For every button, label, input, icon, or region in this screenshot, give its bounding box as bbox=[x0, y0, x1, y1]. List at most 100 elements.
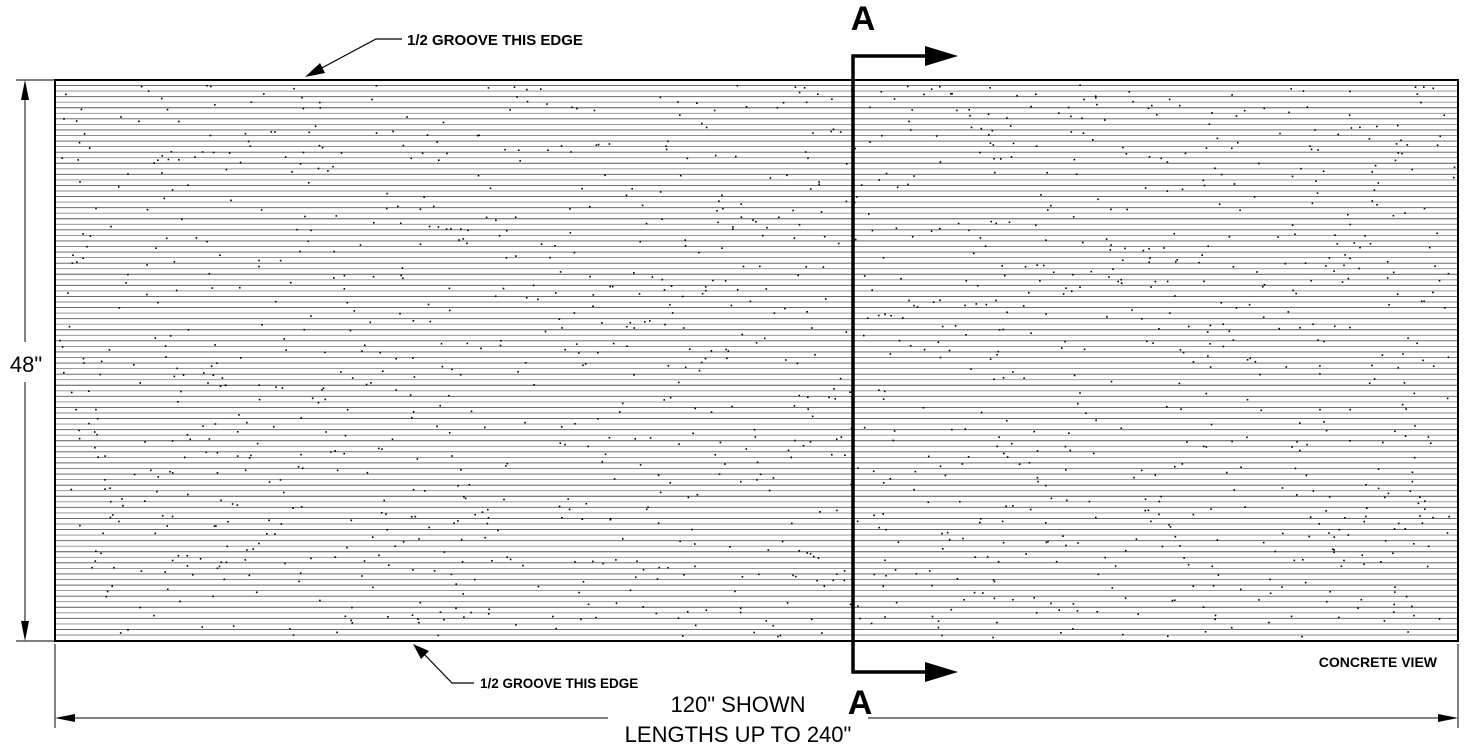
stipple-dot bbox=[157, 476, 160, 478]
stipple-dot bbox=[659, 96, 662, 99]
stipple-dot bbox=[941, 634, 943, 637]
stipple-dot bbox=[885, 574, 887, 577]
stipple-dot bbox=[569, 208, 571, 210]
stipple-dot bbox=[791, 522, 793, 525]
stipple-dot bbox=[1393, 603, 1395, 606]
stipple-dot bbox=[455, 607, 457, 610]
stipple-dot bbox=[282, 491, 285, 494]
stipple-dot bbox=[515, 624, 517, 626]
stipple-dot bbox=[937, 620, 940, 622]
stipple-dot bbox=[1365, 515, 1367, 518]
stipple-dot bbox=[1220, 173, 1223, 176]
stipple-dot bbox=[517, 149, 520, 151]
stipple-dot bbox=[602, 562, 604, 565]
stipple-dot bbox=[1122, 259, 1124, 262]
stipple-dot bbox=[509, 558, 512, 561]
stipple-dot bbox=[913, 488, 915, 491]
stipple-dot bbox=[634, 438, 636, 440]
stipple-dot bbox=[186, 434, 189, 436]
stipple-dot bbox=[1316, 192, 1319, 194]
stipple-dot bbox=[505, 229, 508, 232]
stipple-dot bbox=[549, 256, 551, 259]
stipple-dot bbox=[71, 262, 74, 264]
stipple-dot bbox=[485, 216, 488, 219]
stipple-dot bbox=[258, 542, 260, 545]
stipple-dot bbox=[495, 219, 497, 222]
stipple-dot bbox=[1214, 167, 1216, 170]
stipple-dot bbox=[184, 456, 186, 459]
stipple-dot bbox=[980, 127, 983, 130]
stipple-dot bbox=[1025, 553, 1027, 555]
stipple-dot bbox=[319, 599, 321, 602]
stipple-dot bbox=[192, 574, 194, 576]
stipple-dot bbox=[845, 200, 848, 203]
stipple-dot bbox=[365, 383, 368, 386]
stipple-dot bbox=[797, 274, 799, 277]
stipple-dot bbox=[311, 397, 314, 400]
stipple-dot bbox=[372, 275, 375, 278]
stipple-dot bbox=[913, 304, 915, 307]
stipple-dot bbox=[1184, 152, 1187, 155]
stipple-dot bbox=[109, 516, 112, 519]
stipple-dot bbox=[1263, 107, 1265, 110]
stipple-dot bbox=[932, 301, 935, 303]
stipple-dot bbox=[1081, 241, 1084, 244]
stipple-dot bbox=[930, 230, 933, 232]
stipple-dot bbox=[878, 389, 880, 391]
stipple-dot bbox=[1294, 467, 1297, 470]
stipple-dot bbox=[1092, 452, 1095, 455]
stipple-dot bbox=[782, 101, 785, 104]
stipple-dot bbox=[651, 276, 654, 278]
stipple-dot bbox=[450, 573, 453, 576]
stipple-dot bbox=[1203, 184, 1206, 187]
stipple-dot bbox=[871, 229, 874, 232]
stipple-dot bbox=[794, 86, 797, 88]
stipple-dot bbox=[406, 116, 408, 118]
stipple-dot bbox=[1304, 581, 1307, 584]
stipple-dot bbox=[440, 342, 443, 345]
stipple-dot bbox=[1246, 436, 1248, 439]
stipple-dot bbox=[1144, 498, 1147, 501]
stipple-dot bbox=[448, 432, 451, 434]
stipple-dot bbox=[448, 394, 450, 397]
stipple-dot bbox=[638, 293, 641, 295]
stipple-dot bbox=[110, 500, 112, 503]
stipple-dot bbox=[552, 615, 554, 618]
stipple-dot bbox=[108, 349, 111, 351]
stipple-dot bbox=[633, 374, 635, 376]
stipple-dot bbox=[274, 300, 277, 303]
stipple-dot bbox=[230, 199, 232, 202]
stipple-dot bbox=[604, 453, 607, 456]
stipple-dot bbox=[1443, 114, 1446, 116]
stipple-dot bbox=[1092, 139, 1094, 141]
stipple-dot bbox=[1125, 153, 1128, 155]
stipple-dot bbox=[564, 443, 566, 446]
stipple-dot bbox=[843, 579, 846, 582]
stipple-dot bbox=[1149, 257, 1151, 259]
stipple-dot bbox=[467, 229, 469, 232]
stipple-dot bbox=[336, 631, 338, 634]
stipple-dot bbox=[786, 174, 788, 177]
section-line-a: A A bbox=[848, 0, 958, 722]
stipple-dot bbox=[268, 481, 271, 483]
stipple-dot bbox=[1359, 246, 1361, 249]
stipple-dot bbox=[121, 498, 123, 500]
stipple-dot bbox=[784, 307, 786, 310]
stipple-dot bbox=[133, 364, 135, 366]
stipple-dot bbox=[639, 240, 641, 243]
stipple-dot bbox=[755, 342, 758, 344]
stipple-dot bbox=[448, 287, 451, 290]
stipple-dot bbox=[505, 257, 508, 259]
stipple-dot bbox=[885, 528, 887, 531]
stipple-dot bbox=[1248, 303, 1251, 306]
stipple-dot bbox=[1332, 548, 1334, 550]
stipple-dot bbox=[76, 261, 78, 263]
stipple-dot bbox=[1154, 474, 1157, 476]
stipple-dot bbox=[522, 564, 524, 567]
stipple-dot bbox=[564, 348, 567, 351]
stipple-dot bbox=[592, 560, 594, 563]
stipple-dot bbox=[1304, 262, 1307, 264]
stipple-dot bbox=[1386, 261, 1389, 263]
stipple-dot bbox=[451, 455, 453, 457]
stipple-dot bbox=[1414, 425, 1416, 427]
